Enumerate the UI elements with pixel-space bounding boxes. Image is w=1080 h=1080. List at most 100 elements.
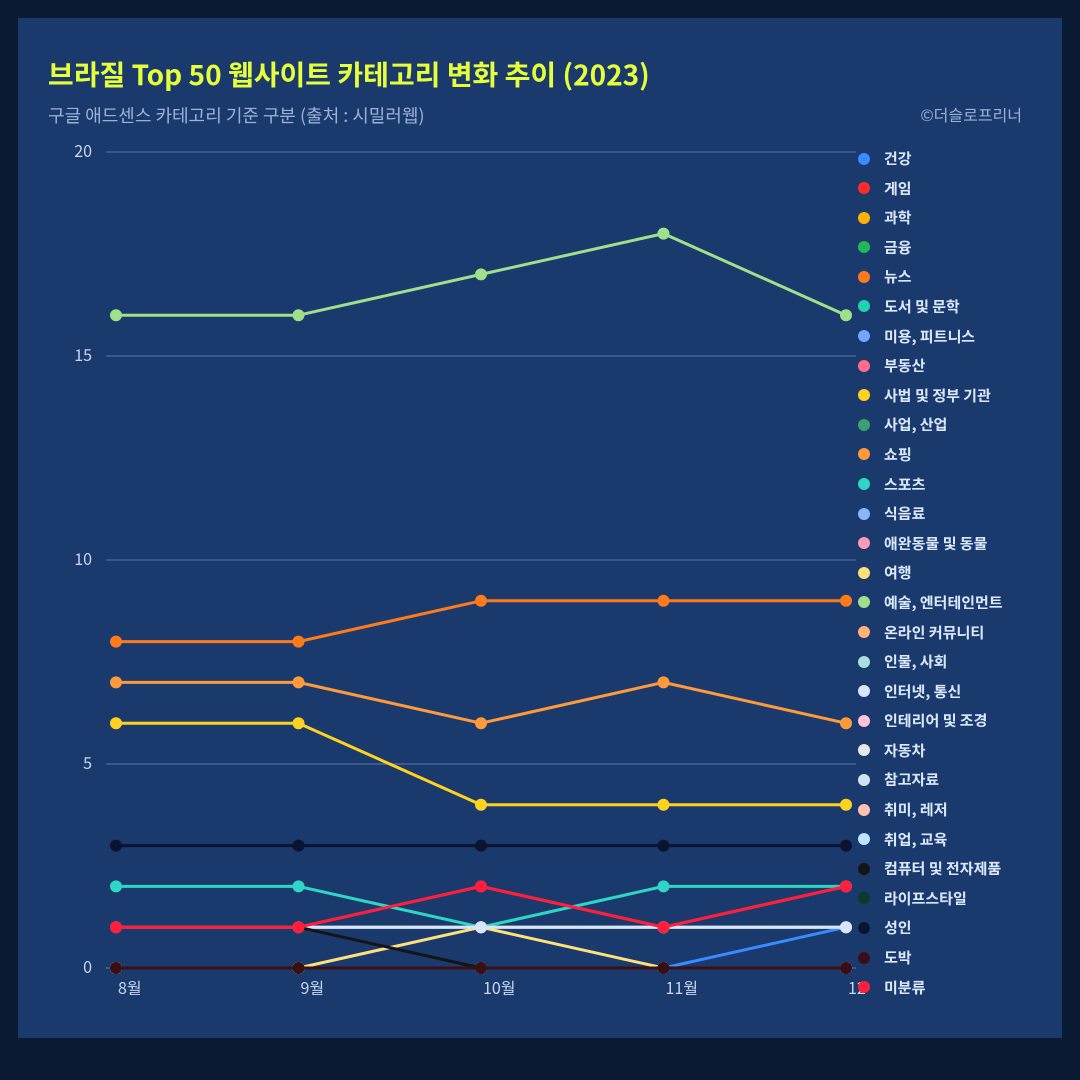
legend-dot-icon: [858, 330, 870, 342]
legend-label: 건강: [884, 148, 912, 169]
series-marker: [475, 799, 487, 811]
chart-subtitle: 구글 애드센스 카테고리 기준 구분 (출처 : 시밀러웹): [48, 102, 1032, 128]
series-marker: [110, 717, 122, 729]
series-marker: [475, 717, 487, 729]
legend-dot-icon: [858, 952, 870, 964]
legend-item[interactable]: 미용, 피트니스: [858, 326, 1030, 347]
legend-item[interactable]: 인터넷, 통신: [858, 681, 1030, 702]
legend-item[interactable]: 인테리어 및 조경: [858, 710, 1030, 731]
series-marker: [475, 268, 487, 280]
legend-dot-icon: [858, 685, 870, 697]
svg-text:5: 5: [83, 750, 92, 774]
series-marker: [840, 840, 852, 852]
legend-item[interactable]: 예술, 엔터테인먼트: [858, 592, 1030, 613]
series-line: [116, 886, 846, 927]
legend-label: 온라인 커뮤니티: [884, 622, 984, 643]
legend-item[interactable]: 뉴스: [858, 266, 1030, 287]
series-marker: [658, 676, 670, 688]
legend-item[interactable]: 도서 및 문학: [858, 296, 1030, 317]
legend-dot-icon: [858, 626, 870, 638]
series-marker: [475, 880, 487, 892]
legend-dot-icon: [858, 656, 870, 668]
series-marker: [840, 921, 852, 933]
legend-item[interactable]: 여행: [858, 562, 1030, 583]
series-marker: [293, 840, 305, 852]
series-marker: [658, 880, 670, 892]
legend-label: 금융: [884, 237, 912, 258]
legend-item[interactable]: 취미, 레저: [858, 799, 1030, 820]
legend-item[interactable]: 사업, 산업: [858, 414, 1030, 435]
series-marker: [840, 799, 852, 811]
series-marker: [475, 962, 487, 974]
legend-label: 도서 및 문학: [884, 296, 960, 317]
legend-dot-icon: [858, 153, 870, 165]
legend-item[interactable]: 금융: [858, 237, 1030, 258]
legend-item[interactable]: 미분류: [858, 977, 1030, 998]
legend-dot-icon: [858, 537, 870, 549]
legend-item[interactable]: 컴퓨터 및 전자제품: [858, 858, 1030, 879]
legend-label: 라이프스타일: [884, 888, 967, 909]
legend-item[interactable]: 애완동물 및 동물: [858, 533, 1030, 554]
legend-dot-icon: [858, 212, 870, 224]
legend-item[interactable]: 인물, 사회: [858, 651, 1030, 672]
series-marker: [658, 921, 670, 933]
legend-label: 사업, 산업: [884, 414, 947, 435]
legend-label: 인물, 사회: [884, 651, 947, 672]
legend-item[interactable]: 사법 및 정부 기관: [858, 385, 1030, 406]
series-line: [116, 927, 846, 968]
legend-dot-icon: [858, 981, 870, 993]
legend-dot-icon: [858, 804, 870, 816]
legend-item[interactable]: 성인: [858, 917, 1030, 938]
legend-item[interactable]: 스포츠: [858, 474, 1030, 495]
series-marker: [293, 717, 305, 729]
legend-label: 컴퓨터 및 전자제품: [884, 858, 1001, 879]
series-marker: [475, 921, 487, 933]
legend-label: 자동차: [884, 740, 925, 761]
legend-dot-icon: [858, 241, 870, 253]
legend-label: 미용, 피트니스: [884, 326, 975, 347]
legend-item[interactable]: 온라인 커뮤니티: [858, 622, 1030, 643]
series-marker: [840, 309, 852, 321]
series-marker: [293, 636, 305, 648]
legend-item[interactable]: 게임: [858, 178, 1030, 199]
series-marker: [293, 962, 305, 974]
legend-dot-icon: [858, 774, 870, 786]
legend-dot-icon: [858, 922, 870, 934]
legend-label: 취미, 레저: [884, 799, 947, 820]
legend-label: 과학: [884, 207, 912, 228]
legend-dot-icon: [858, 508, 870, 520]
legend-label: 쇼핑: [884, 444, 912, 465]
chart-credit: ©더슬로프리너: [920, 102, 1022, 126]
chart-title: 브라질 Top 50 웹사이트 카테고리 변화 추이 (2023): [48, 54, 1032, 94]
series-marker: [293, 880, 305, 892]
legend-item[interactable]: 라이프스타일: [858, 888, 1030, 909]
series-marker: [840, 717, 852, 729]
legend-label: 성인: [884, 917, 912, 938]
svg-text:0: 0: [83, 954, 92, 978]
legend-label: 게임: [884, 178, 912, 199]
legend-item[interactable]: 과학: [858, 207, 1030, 228]
legend-dot-icon: [858, 182, 870, 194]
series-line: [116, 682, 846, 723]
chart-legend: 건강게임과학금융뉴스도서 및 문학미용, 피트니스부동산사법 및 정부 기관사업…: [858, 148, 1030, 1006]
series-marker: [110, 962, 122, 974]
legend-label: 스포츠: [884, 474, 925, 495]
legend-item[interactable]: 쇼핑: [858, 444, 1030, 465]
series-marker: [110, 921, 122, 933]
legend-label: 도박: [884, 947, 912, 968]
series-marker: [110, 309, 122, 321]
legend-item[interactable]: 건강: [858, 148, 1030, 169]
legend-item[interactable]: 도박: [858, 947, 1030, 968]
legend-dot-icon: [858, 863, 870, 875]
legend-item[interactable]: 취업, 교육: [858, 829, 1030, 850]
legend-label: 식음료: [884, 503, 925, 524]
legend-item[interactable]: 식음료: [858, 503, 1030, 524]
series-marker: [658, 595, 670, 607]
legend-dot-icon: [858, 478, 870, 490]
legend-label: 인테리어 및 조경: [884, 710, 987, 731]
legend-label: 취업, 교육: [884, 829, 947, 850]
legend-item[interactable]: 참고자료: [858, 769, 1030, 790]
legend-dot-icon: [858, 389, 870, 401]
legend-item[interactable]: 자동차: [858, 740, 1030, 761]
legend-item[interactable]: 부동산: [858, 355, 1030, 376]
